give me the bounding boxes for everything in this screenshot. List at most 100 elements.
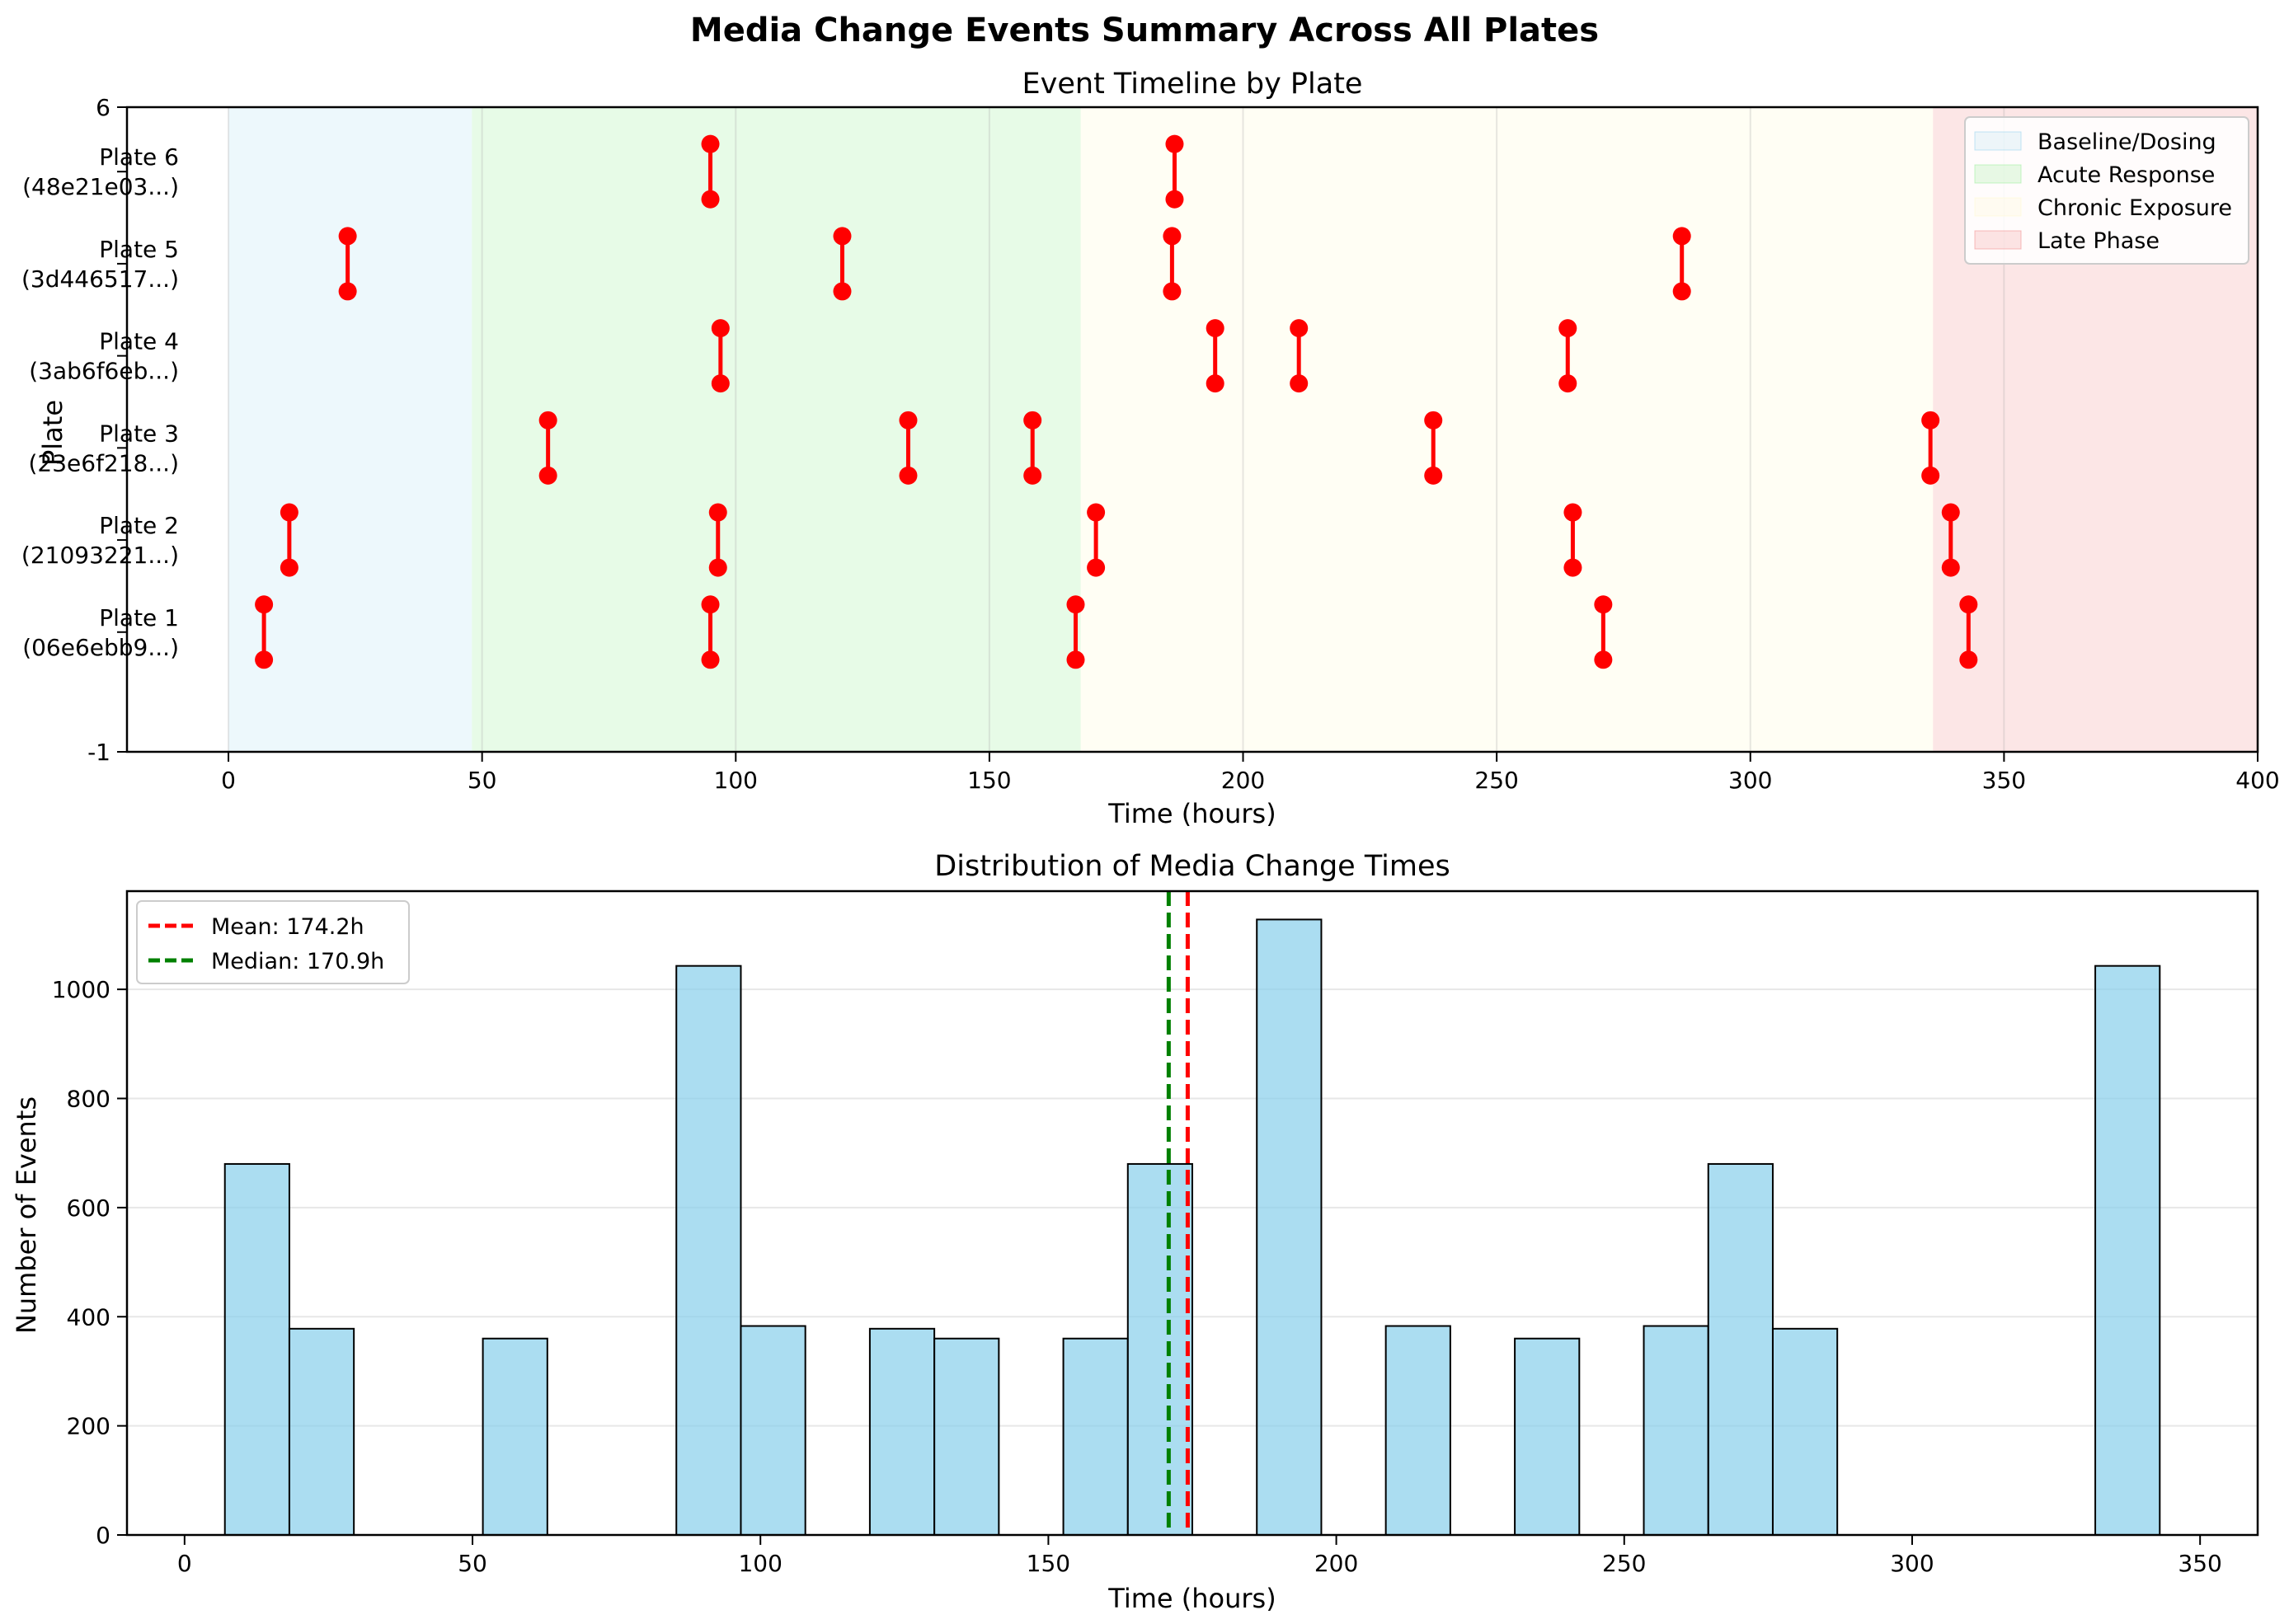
event-marker-bottom-p3-4: [1921, 466, 1940, 485]
timeline-y-tick-label-1: 6: [96, 94, 110, 121]
timeline-y-axis-label: Plate: [37, 400, 68, 466]
histogram-bar-18: [1384, 1325, 1451, 1537]
event-marker-top-p2-2: [1087, 503, 1106, 522]
histogram-x-tick-label-2: 100: [738, 1550, 782, 1577]
event-marker-bottom-p1-3: [1594, 650, 1613, 669]
histogram-x-tick-label-6: 300: [1890, 1550, 1934, 1577]
timeline-x-tick-label-5: 250: [1474, 767, 1518, 794]
event-marker-top-p3-4: [1921, 411, 1940, 429]
event-marker-bottom-p2-0: [280, 558, 298, 577]
histogram-x-tick-label-4: 200: [1314, 1550, 1358, 1577]
histogram-bar-0: [223, 1162, 290, 1537]
histogram-x-ticks: 0 50 100 150 200 250 300 350: [177, 1535, 2222, 1577]
event-marker-top-p3-2: [1023, 411, 1042, 429]
event-marker-bottom-p5-2: [1163, 282, 1182, 301]
event-marker-bottom-p2-2: [1087, 558, 1106, 577]
timeline-y-ticks: -1 6 Plate 1 (06e6ebb9...) Plate 2 (21093221.…: [21, 94, 179, 766]
plate-label-name-6: Plate 6: [99, 143, 179, 171]
plate-label-name-5: Plate 5: [99, 236, 179, 263]
phase-legend: Baseline/Dosing Acute Response Chronic Exp…: [1964, 116, 2249, 265]
histogram-x-tick-label-5: 250: [1602, 1550, 1646, 1577]
phase-legend-label-2: Chronic Exposure: [2038, 195, 2232, 221]
histogram-bar-7: [675, 965, 742, 1536]
histogram-panel: 0 50 100 150 200 250 300 350 02004006008001000 …: [11, 850, 2259, 1614]
timeline-x-tick-label-6: 300: [1728, 767, 1772, 794]
event-marker-top-p1-3: [1594, 595, 1613, 614]
plate-label-name-4: Plate 4: [99, 328, 179, 355]
event-marker-top-p2-1: [708, 503, 727, 522]
median-legend-label: Median: 170.9h: [211, 949, 384, 974]
timeline-x-ticks: 0 50 100 150 200 250 300 350 400: [221, 752, 2280, 794]
event-marker-top-p6-0: [701, 134, 720, 153]
event-marker-bottom-p3-1: [899, 466, 918, 485]
event-marker-top-p1-0: [255, 595, 274, 614]
timeline-events: [255, 134, 1978, 669]
histogram-bar-11: [933, 1337, 1000, 1536]
histogram-bar-4: [482, 1337, 548, 1536]
event-marker-top-p6-1: [1165, 134, 1184, 153]
timeline-x-axis-label: Time (hours): [1107, 798, 1276, 829]
histogram-x-tick-label-7: 350: [2178, 1550, 2221, 1577]
timeline-x-tick-label-2: 100: [714, 767, 758, 794]
event-marker-bottom-p3-3: [1424, 466, 1443, 485]
histogram-y-tick-label-5: 1000: [52, 976, 110, 1003]
plate-label-id-3: (23e6f218...): [28, 449, 179, 476]
histogram-y-tick-label-2: 400: [67, 1303, 110, 1331]
event-marker-top-p5-1: [833, 227, 852, 246]
phase-legend-label-1: Acute Response: [2038, 162, 2215, 188]
event-marker-bottom-p2-4: [1941, 558, 1960, 577]
histogram-bar-22: [1643, 1325, 1709, 1537]
histogram-x-tick-label-3: 150: [1027, 1550, 1070, 1577]
timeline-panel: 0 50 100 150 200 250 300 350 400 -1 6 Plate 1 (06e6…: [21, 68, 2280, 829]
figure-title: Media Change Events Summary Across All P…: [690, 12, 1599, 49]
event-marker-bottom-p1-4: [1959, 650, 1978, 669]
histogram-bar-13: [1062, 1337, 1129, 1536]
plate-label-id-2: (21093221...): [21, 542, 179, 569]
event-marker-bottom-p6-1: [1165, 190, 1184, 209]
histogram-bar-1: [288, 1327, 355, 1537]
histogram-bar-23: [1707, 1162, 1774, 1537]
histogram-y-axis-label: Number of Events: [11, 1096, 42, 1334]
event-marker-top-p2-3: [1563, 503, 1582, 522]
plate-label-id-5: (3d446517...): [21, 265, 179, 293]
stats-legend-box: [136, 900, 410, 984]
histogram-y-tick-label-3: 600: [67, 1195, 110, 1222]
timeline-x-tick-label-3: 150: [967, 767, 1011, 794]
plate-label-id-1: (06e6ebb9...): [22, 634, 179, 661]
phase-legend-label-3: Late Phase: [2038, 228, 2160, 254]
event-marker-bottom-p2-1: [708, 558, 727, 577]
histogram-bar-16: [1256, 918, 1323, 1537]
histogram-bar-8: [740, 1325, 806, 1537]
phase-legend-swatch-3: [1974, 230, 2022, 250]
event-marker-bottom-p5-1: [833, 282, 852, 301]
phase-legend-label-0: Baseline/Dosing: [2038, 129, 2216, 155]
mean-legend-label: Mean: 174.2h: [211, 914, 364, 940]
event-marker-bottom-p1-2: [1066, 650, 1085, 669]
event-marker-top-p5-3: [1672, 227, 1691, 246]
phase-legend-swatch-0: [1974, 131, 2022, 151]
histogram-x-tick-label-1: 50: [458, 1550, 487, 1577]
histogram-y-ticks: 0 200 400 600 800 1000: [52, 976, 127, 1549]
timeline-x-tick-label-7: 350: [1982, 767, 2026, 794]
event-marker-top-p4-0: [711, 319, 730, 338]
plate-label-name-1: Plate 1: [99, 604, 179, 631]
histogram-y-tick-label-0: 0: [96, 1522, 110, 1549]
phase-legend-swatch-1: [1974, 164, 2022, 184]
event-marker-bottom-p3-2: [1023, 466, 1042, 485]
event-marker-top-p4-3: [1558, 319, 1577, 338]
event-marker-top-p5-0: [338, 227, 357, 246]
event-marker-top-p4-2: [1290, 319, 1309, 338]
phase-band-1: [472, 107, 1081, 752]
plate-label-name-3: Plate 3: [99, 420, 179, 447]
event-marker-bottom-p1-1: [701, 650, 720, 669]
plate-label-name-2: Plate 2: [99, 512, 179, 539]
event-marker-bottom-p2-3: [1563, 558, 1582, 577]
event-marker-bottom-p4-0: [711, 374, 730, 393]
event-marker-top-p5-2: [1163, 227, 1182, 246]
timeline-title: Event Timeline by Plate: [1022, 68, 1363, 101]
plate-label-id-6: (48e21e03...): [22, 173, 179, 200]
event-marker-top-p3-1: [899, 411, 918, 429]
event-marker-bottom-p5-0: [338, 282, 357, 301]
histogram-x-tick-label-0: 0: [177, 1550, 192, 1577]
